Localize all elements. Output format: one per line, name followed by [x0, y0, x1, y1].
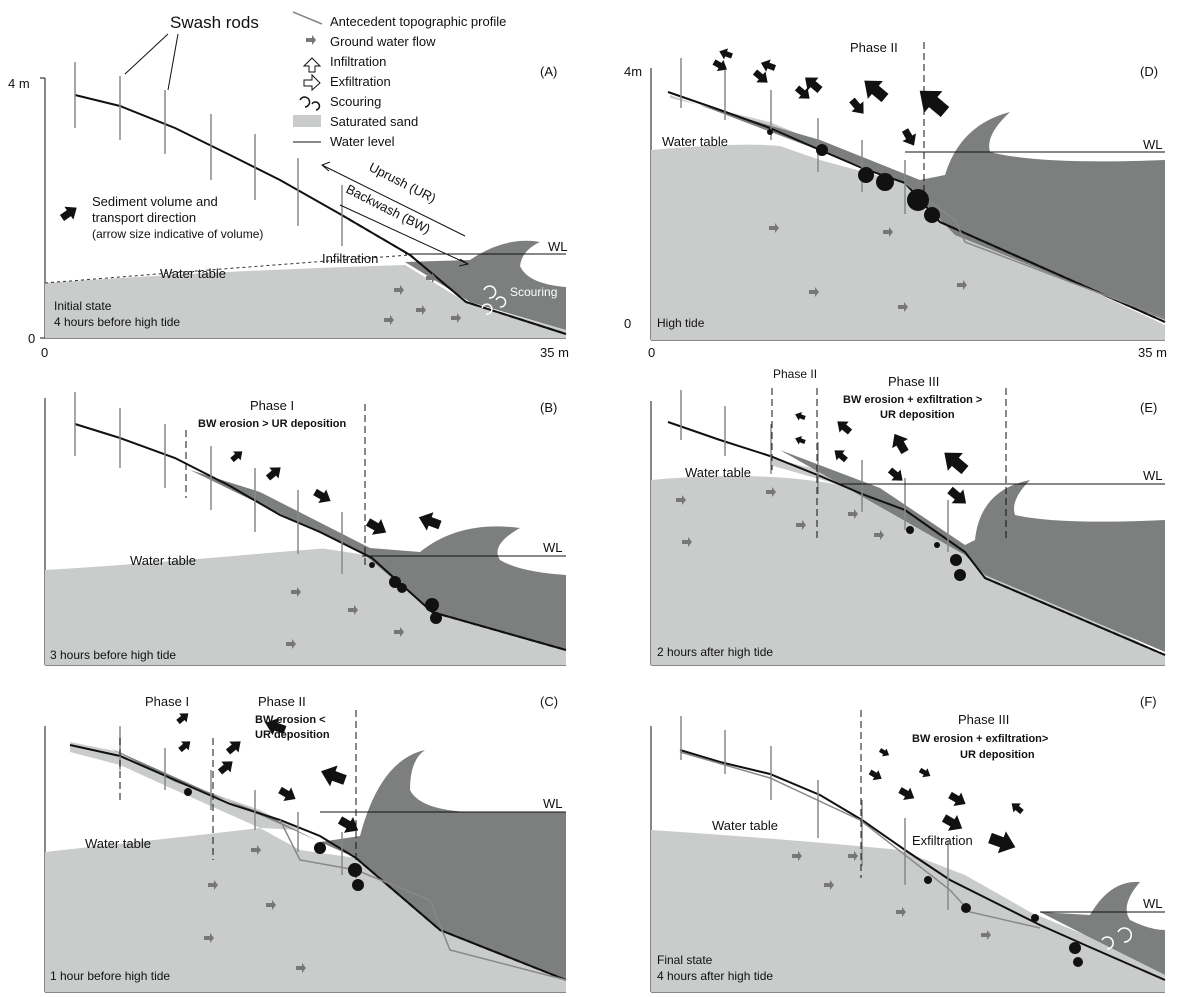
beach-profile — [74, 423, 567, 651]
panel-f: WL Phase III BW erosion + exfiltration> … — [650, 694, 1166, 993]
panel-a-state-1: Initial state — [54, 299, 112, 313]
y-axis-top-label: 4m — [624, 64, 642, 79]
panel-letter-e: (E) — [1140, 400, 1157, 415]
wave — [405, 240, 566, 330]
wl-label: WL — [543, 540, 563, 555]
phase-label: Phase II — [850, 40, 898, 55]
x-axis-zero-label: 0 — [648, 345, 655, 360]
legend-exfiltration: Exfiltration — [330, 74, 391, 89]
legend-scouring: Scouring — [330, 94, 381, 109]
process-label-1: BW erosion + exfiltration > — [843, 394, 982, 406]
water-table-label: Water table — [85, 836, 151, 851]
phase-label-3: Phase III — [888, 374, 939, 389]
wave — [780, 450, 1165, 652]
water-table-line — [44, 254, 411, 284]
panel-b-state: 3 hours before high tide — [50, 648, 176, 662]
panel-e-state: 2 hours after high tide — [657, 645, 773, 659]
panel-f-state-2: 4 hours after high tide — [657, 969, 773, 983]
wave — [1040, 881, 1165, 975]
process-label-2: UR deposition — [255, 729, 330, 741]
legend-antecedent: Antecedent topographic profile — [330, 14, 506, 29]
scouring-icon — [299, 96, 321, 111]
wave — [110, 748, 566, 980]
swash-rods — [74, 62, 343, 246]
water-table-label: Water table — [130, 553, 196, 568]
y-axis-top-label: 4 m — [8, 76, 30, 91]
wl-label: WL — [1143, 137, 1163, 152]
x-axis-end-label: 35 m — [540, 345, 569, 360]
water-table-label: Water table — [160, 266, 226, 281]
beach-profile — [74, 94, 567, 335]
wl-label: WL — [543, 796, 563, 811]
wl-label: WL — [1143, 468, 1163, 483]
x-axis-end-label: 35 m — [1138, 345, 1167, 360]
panel-letter-f: (F) — [1140, 694, 1157, 709]
sediment-text-1: Sediment volume and — [92, 194, 218, 209]
wave — [700, 105, 1165, 320]
legend-swash-rods: Swash rods — [170, 13, 259, 32]
legend-saturated: Saturated sand — [330, 114, 418, 129]
phase-label: Phase III — [958, 712, 1009, 727]
water-table-label: Water table — [662, 134, 728, 149]
infiltration-label: Infiltration — [322, 251, 378, 266]
legend-groundwater: Ground water flow — [330, 34, 436, 49]
phase-label-2: Phase II — [258, 694, 306, 709]
process-label-1: BW erosion + exfiltration> — [912, 733, 1048, 745]
saturated-sand — [45, 828, 566, 992]
panel-a-state-2: 4 hours before high tide — [54, 315, 180, 329]
panel-b: WL Phase I BW erosion > UR deposition Wa… — [44, 392, 567, 666]
saturated-swatch — [293, 115, 321, 127]
y-axis-zero-label: 0 — [624, 316, 631, 331]
legend-water-level: Water level — [330, 134, 395, 149]
panel-c: WL Phase I Phase II BW erosion < UR depo… — [44, 694, 567, 993]
sediment-text-3: (arrow size indicative of volume) — [92, 227, 263, 241]
panel-letter-a: (A) — [540, 64, 557, 79]
sediment-text-2: transport direction — [92, 210, 196, 225]
water-table-label: Water table — [685, 465, 751, 480]
phase-label: Phase I — [250, 398, 294, 413]
water-table-label: Water table — [712, 818, 778, 833]
panel-letter-c: (C) — [540, 694, 558, 709]
panel-letter-d: (D) — [1140, 64, 1158, 79]
saturated-sand — [651, 476, 1165, 665]
panel-d: 4m 0 0 35 m WL Phase II Water table (D) … — [624, 40, 1167, 360]
panel-c-state: 1 hour before high tide — [50, 969, 170, 983]
panel-e: WL Phase II Phase III BW erosion + exfil… — [650, 367, 1166, 666]
x-axis-zero-label: 0 — [41, 345, 48, 360]
saturated-sand — [45, 265, 566, 338]
wave — [190, 470, 566, 650]
process-label-2: UR deposition — [960, 749, 1035, 761]
saturated-sand — [651, 144, 1165, 340]
sediment-arrow-icon — [57, 201, 82, 225]
y-axis-zero-label: 0 — [28, 331, 35, 346]
scouring-label: Scouring — [510, 285, 557, 299]
legend-infiltration: Infiltration — [330, 54, 386, 69]
process-label-2: UR deposition — [880, 409, 955, 421]
wl-label: WL — [1143, 896, 1163, 911]
saturated-sand — [651, 830, 1165, 992]
phase-label-1: Phase I — [145, 694, 189, 709]
exfiltration-icon — [303, 73, 321, 92]
panel-letter-b: (B) — [540, 400, 557, 415]
saturated-sand — [45, 548, 566, 665]
panel-a: 4 m 0 0 35 m WL Uprush (UR) Bac — [8, 62, 569, 360]
infiltration-icon — [302, 57, 322, 73]
panel-f-state-1: Final state — [657, 953, 713, 967]
exfiltration-label: Exfiltration — [912, 833, 973, 848]
panel-d-state: High tide — [657, 316, 705, 330]
process-label: BW erosion > UR deposition — [198, 418, 346, 430]
phase-label-2: Phase II — [773, 367, 817, 381]
process-label-1: BW erosion < — [255, 714, 326, 726]
legend: Swash rods Antecedent topographic profil… — [124, 11, 506, 149]
wl-label: WL — [548, 239, 568, 254]
